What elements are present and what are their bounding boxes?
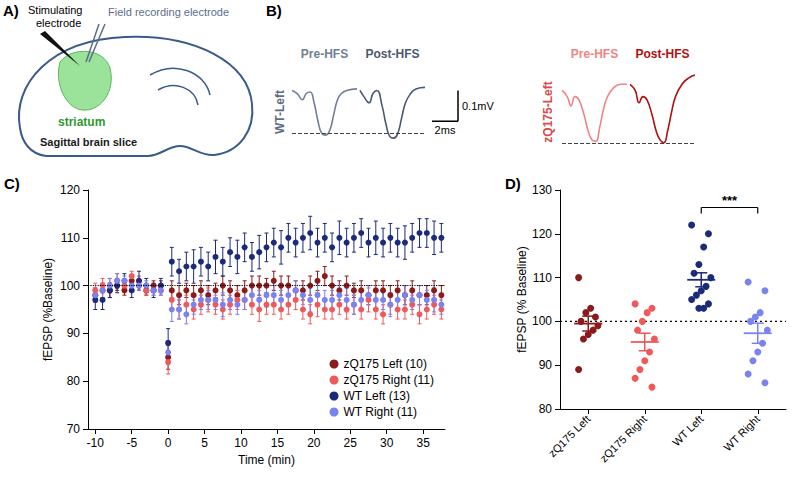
svg-text:Stimulatingelectrode: Stimulatingelectrode [28, 4, 82, 29]
svg-text:fEPSP (% Baseline): fEPSP (% Baseline) [515, 246, 529, 353]
svg-text:100: 100 [532, 314, 552, 328]
svg-text:zQ175 Left (10): zQ175 Left (10) [344, 357, 427, 371]
svg-text:100: 100 [60, 279, 80, 293]
svg-text:15: 15 [271, 436, 285, 450]
svg-text:120: 120 [532, 227, 552, 241]
svg-text:WT-Left: WT-Left [273, 90, 287, 134]
svg-text:WT Left (13): WT Left (13) [344, 389, 410, 403]
svg-text:striatum: striatum [58, 115, 105, 129]
svg-text:90: 90 [539, 358, 553, 372]
svg-text:Post-HFS: Post-HFS [636, 47, 690, 61]
svg-text:Pre-HFS: Pre-HFS [571, 47, 618, 61]
svg-text:Pre-HFS: Pre-HFS [301, 47, 348, 61]
svg-text:zQ175-Left: zQ175-Left [541, 81, 555, 142]
svg-text:80: 80 [539, 402, 553, 416]
svg-text:110: 110 [533, 271, 552, 285]
svg-text:-5: -5 [126, 436, 137, 450]
svg-text:WT Right (11): WT Right (11) [344, 405, 418, 419]
svg-text:fEPSP (%Baseline): fEPSP (%Baseline) [41, 258, 55, 361]
svg-text:D): D) [505, 175, 521, 192]
svg-text:5: 5 [201, 436, 208, 450]
svg-text:130: 130 [532, 183, 552, 197]
svg-text:110: 110 [61, 231, 80, 245]
svg-text:zQ175 Right (11): zQ175 Right (11) [344, 373, 435, 387]
svg-text:Time (min): Time (min) [238, 453, 295, 467]
svg-text:Field recording electrode: Field recording electrode [108, 6, 229, 18]
svg-text:80: 80 [67, 374, 81, 388]
svg-text:WT Right: WT Right [721, 413, 762, 454]
svg-text:-10: -10 [87, 436, 105, 450]
svg-text:***: *** [722, 193, 738, 208]
svg-text:2ms: 2ms [435, 124, 456, 136]
svg-text:0: 0 [165, 436, 172, 450]
svg-text:A): A) [3, 2, 19, 19]
svg-text:zQ175 Right: zQ175 Right [597, 413, 649, 465]
svg-text:B): B) [266, 2, 282, 19]
svg-text:10: 10 [234, 436, 248, 450]
svg-text:30: 30 [380, 436, 394, 450]
svg-text:120: 120 [60, 183, 80, 197]
svg-text:90: 90 [67, 326, 81, 340]
svg-text:20: 20 [307, 436, 321, 450]
svg-text:0.1mV: 0.1mV [462, 100, 494, 112]
svg-text:zQ175 Left: zQ175 Left [546, 413, 592, 459]
svg-text:WT Left: WT Left [670, 413, 706, 449]
svg-text:C): C) [4, 175, 20, 192]
svg-text:Post-HFS: Post-HFS [366, 47, 420, 61]
svg-text:35: 35 [416, 436, 430, 450]
svg-text:70: 70 [67, 422, 81, 436]
svg-text:Sagittal brain slice: Sagittal brain slice [40, 136, 137, 148]
svg-text:25: 25 [344, 436, 358, 450]
